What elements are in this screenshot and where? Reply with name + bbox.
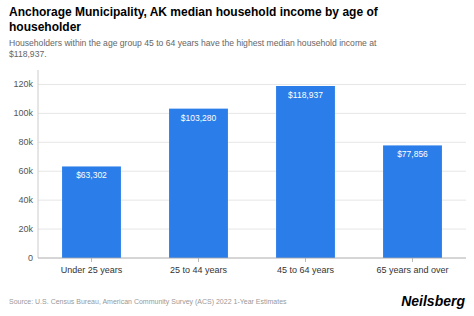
x-axis <box>38 258 466 259</box>
bar <box>276 86 335 258</box>
data-label: $77,856 <box>397 149 428 159</box>
y-tick-label: 60k <box>18 166 33 176</box>
y-axis <box>38 70 39 258</box>
x-tick <box>91 258 92 262</box>
brand: Neilsberg <box>401 293 465 309</box>
bars <box>62 86 442 258</box>
data-label: $103,280 <box>181 113 217 123</box>
bar <box>169 109 228 258</box>
x-tick <box>412 258 413 262</box>
x-tick-label: 25 to 44 years <box>170 265 228 275</box>
bar <box>62 166 121 258</box>
title: Anchorage Municipality, AK median househ… <box>9 5 379 19</box>
x-tick <box>305 258 306 262</box>
bar <box>383 145 442 258</box>
data-label: $118,937 <box>288 90 323 100</box>
x-tick <box>198 258 199 262</box>
y-tick-label: 40k <box>18 195 33 205</box>
grid <box>38 84 466 258</box>
data-label: $63,302 <box>76 170 107 180</box>
grid-line <box>38 84 466 85</box>
grid-line <box>38 113 466 114</box>
y-tick-label: 120k <box>13 79 33 89</box>
subtitle: $118,937. <box>9 49 47 59</box>
grid-line <box>38 142 466 143</box>
y-tick-label: 100k <box>13 108 33 118</box>
chart: Anchorage Municipality, AK median househ… <box>0 0 474 316</box>
labels: $63,302 $103,280 $118,937 $77,856 <box>76 90 428 180</box>
x-tick-label: 65 years and over <box>376 265 448 275</box>
y-tick-label: 0 <box>28 253 33 263</box>
grid-line <box>38 258 466 259</box>
subtitle: Householders within the age group 45 to … <box>9 38 377 48</box>
source: Source: U.S. Census Bureau, American Com… <box>9 298 287 306</box>
title: householder <box>9 20 81 34</box>
y-tick-label: 80k <box>18 137 33 147</box>
x-tick-label: Under 25 years <box>61 265 123 275</box>
y-tick-label: 20k <box>18 224 33 234</box>
x-tick-label: 45 to 64 years <box>277 265 335 275</box>
